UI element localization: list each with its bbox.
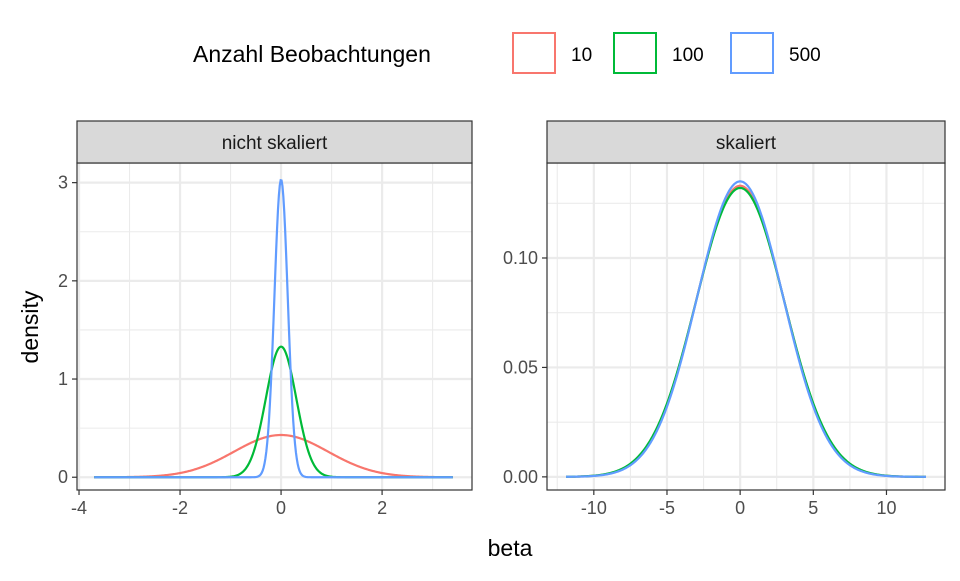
y-tick-label: 1 <box>58 369 68 389</box>
y-tick-label: 2 <box>58 271 68 291</box>
y-tick-label: 0 <box>58 467 68 487</box>
x-tick-label: -2 <box>172 498 188 518</box>
density-line-500 <box>94 178 453 479</box>
x-tick-label: 10 <box>876 498 896 518</box>
x-axis-label: beta <box>488 535 533 561</box>
x-tick-label: 0 <box>735 498 745 518</box>
legend-title: Anzahl Beobachtungen <box>193 41 431 67</box>
x-tick-label: -4 <box>71 498 87 518</box>
panel-strip <box>546 120 946 164</box>
x-tick-label: 5 <box>808 498 818 518</box>
x-tick-label: 2 <box>377 498 387 518</box>
legend-item-100: 100 <box>613 32 704 74</box>
legend: Anzahl Beobachtungen 10 100 500 <box>193 32 821 74</box>
legend-item-500: 500 <box>730 32 821 74</box>
legend-label: 100 <box>672 45 704 66</box>
legend-item-10: 10 <box>512 32 592 74</box>
y-tick-label: 0.00 <box>503 467 538 487</box>
panel-background <box>77 163 472 490</box>
x-tick-label: -10 <box>581 498 607 518</box>
legend-key <box>730 32 774 74</box>
panel-strip <box>76 120 473 164</box>
legend-label: 500 <box>789 45 821 66</box>
panel-title: nicht skaliert <box>222 133 328 154</box>
x-tick-label: -5 <box>659 498 675 518</box>
legend-label: 10 <box>571 45 592 66</box>
legend-key <box>512 32 556 74</box>
panel-background <box>547 163 945 490</box>
x-tick-label: 0 <box>276 498 286 518</box>
y-tick-label: 3 <box>58 173 68 193</box>
y-tick-label: 0.05 <box>503 357 538 377</box>
panel-2: skaliert -10 -5 0 5 10 0.00 0.05 0.10 <box>503 120 946 518</box>
panel-title: skaliert <box>716 133 777 154</box>
density-line-500 <box>566 180 926 478</box>
legend-key <box>613 32 657 74</box>
y-axis-label: density <box>17 290 43 363</box>
panel-1: nicht skaliert -4 -2 0 2 0 1 2 3 <box>58 120 473 518</box>
y-tick-label: 0.10 <box>503 248 538 268</box>
